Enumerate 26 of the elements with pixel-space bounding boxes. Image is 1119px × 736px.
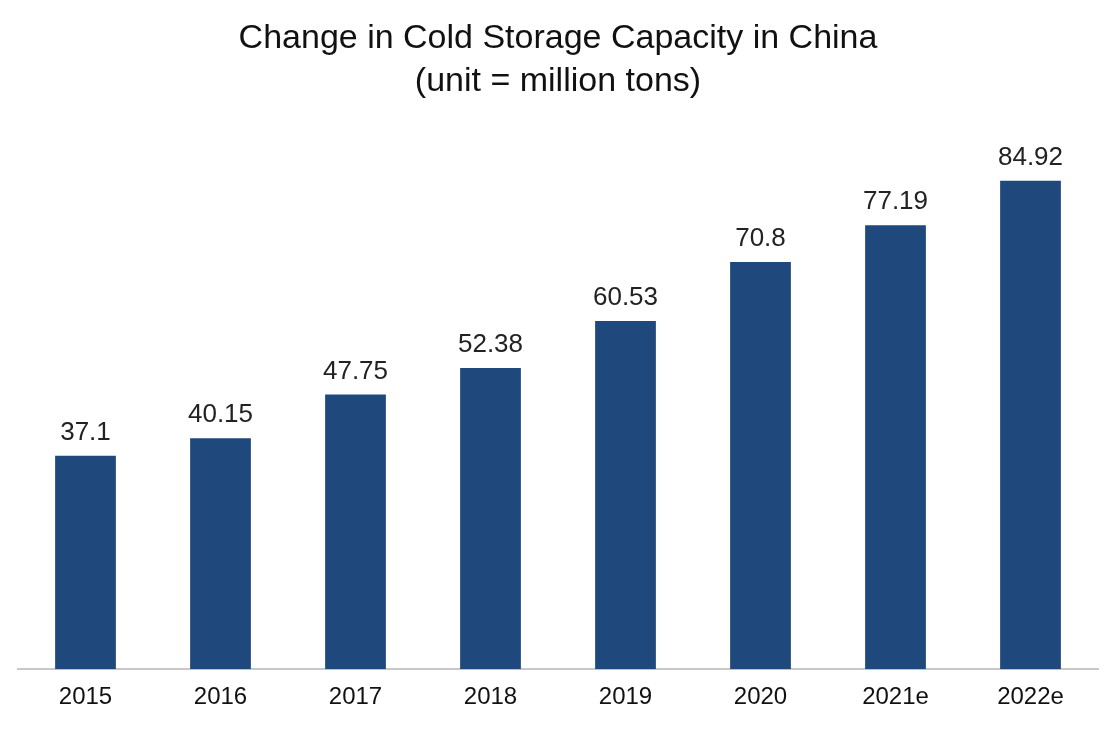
bar (1000, 180, 1061, 670)
data-label: 40.15 (187, 398, 254, 429)
data-label: 84.92 (997, 140, 1064, 171)
bar (325, 394, 386, 670)
x-tick-label: 2018 (463, 682, 518, 710)
chart-title: Change in Cold Storage Capacity in China (238, 16, 878, 55)
bar (460, 367, 521, 670)
bar (730, 262, 791, 670)
data-label: 52.38 (457, 328, 524, 359)
x-tick-label: 2015 (58, 682, 113, 710)
data-label: 37.1 (60, 416, 111, 447)
bar (190, 438, 251, 670)
x-tick-label: 2021e (862, 682, 929, 710)
data-label: 70.8 (735, 222, 786, 253)
data-label: 47.75 (322, 354, 389, 385)
x-tick-label: 2017 (328, 682, 383, 710)
data-label: 60.53 (592, 281, 659, 312)
bar (865, 225, 926, 670)
bar (595, 321, 656, 670)
x-tick-label: 2016 (193, 682, 248, 710)
x-tick-label: 2022e (997, 682, 1064, 710)
chart-subtitle: (unit = million tons) (414, 59, 702, 98)
x-tick-label: 2019 (598, 682, 653, 710)
x-tick-label: 2020 (733, 682, 788, 710)
bar (55, 455, 116, 670)
data-label: 77.19 (862, 185, 929, 216)
